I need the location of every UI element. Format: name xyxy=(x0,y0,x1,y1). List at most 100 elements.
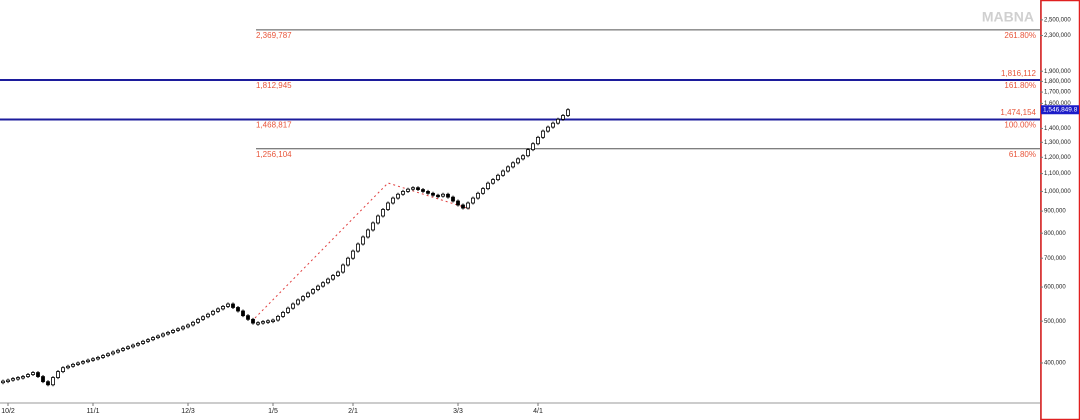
y-tick-label: 1,400,000 xyxy=(1044,126,1071,132)
candle-body xyxy=(476,192,480,199)
candle-body xyxy=(351,250,355,259)
y-tick-label: 800,000 xyxy=(1044,231,1066,237)
fib-trend-line xyxy=(254,182,471,319)
candle-body xyxy=(516,158,520,164)
candle-body xyxy=(91,358,95,361)
candle-body xyxy=(96,357,100,360)
candle-body xyxy=(561,115,565,120)
candle-body xyxy=(406,188,410,192)
fib-ratio-label: 261.80% xyxy=(1004,31,1036,40)
candle-body xyxy=(6,379,10,383)
candle-body xyxy=(366,229,370,238)
candle-body xyxy=(326,278,330,284)
fib-level-label: 1,812,945 xyxy=(256,81,292,90)
fib-level-label: 2,369,787 xyxy=(256,31,292,40)
candle-body xyxy=(461,204,465,209)
candle-body xyxy=(131,344,135,348)
candle-body xyxy=(296,299,300,305)
candle-body xyxy=(381,209,385,217)
candle-body xyxy=(206,313,210,318)
candle-body xyxy=(51,377,55,386)
candle-body xyxy=(236,307,240,312)
candle-body xyxy=(341,264,345,273)
x-tick-label: 10/2 xyxy=(1,408,15,415)
candle-body xyxy=(16,377,20,380)
candle-body xyxy=(301,296,305,301)
candle-body xyxy=(101,355,105,358)
candle-body xyxy=(136,343,140,346)
y-tick-label: 1,600,000 xyxy=(1044,101,1071,107)
candle-body xyxy=(531,143,535,151)
candle-body xyxy=(451,196,455,202)
y-tick-label: 1,300,000 xyxy=(1044,140,1071,146)
candle-body xyxy=(546,126,550,132)
candle-body xyxy=(416,187,420,190)
y-tick-label: 1,100,000 xyxy=(1044,171,1071,177)
candle-body xyxy=(536,136,540,145)
candle-body xyxy=(1,380,5,384)
candle-body xyxy=(466,202,470,209)
candle-body xyxy=(201,316,205,320)
candle-body xyxy=(81,361,85,364)
candle-body xyxy=(261,321,265,324)
y-tick-label: 2,500,000 xyxy=(1044,17,1071,23)
candle-body xyxy=(356,243,360,252)
last-price-box xyxy=(1041,105,1079,115)
candle-body xyxy=(426,191,430,194)
candle-body xyxy=(281,312,285,317)
watermark: MABNA xyxy=(982,9,1034,25)
candle-body xyxy=(231,303,235,308)
candle-body xyxy=(486,182,490,190)
candle-body xyxy=(36,372,40,377)
y-tick-label: 1,900,000 xyxy=(1044,69,1071,75)
candle-body xyxy=(411,187,415,190)
y-tick-label: 1,800,000 xyxy=(1044,79,1071,85)
candle-body xyxy=(456,200,460,206)
last-price-label: 1,546,849.8 xyxy=(1043,106,1078,113)
candle-body xyxy=(146,339,150,342)
candle-body xyxy=(511,162,515,168)
candle-body xyxy=(251,318,255,324)
x-tick-label: 1/5 xyxy=(268,408,278,415)
candle-body xyxy=(286,307,290,313)
candle-body xyxy=(506,166,510,172)
y-tick-label: 500,000 xyxy=(1044,319,1066,325)
y-tick-label: 400,000 xyxy=(1044,361,1066,367)
y-tick-label: 2,300,000 xyxy=(1044,33,1071,39)
fib-alt-label: 1,816,112 xyxy=(1001,69,1037,78)
x-tick-label: 2/1 xyxy=(348,408,358,415)
candle-body xyxy=(126,346,130,349)
candle-body xyxy=(226,303,230,307)
candle-body xyxy=(331,275,335,280)
candle-body xyxy=(521,155,525,160)
candle-body xyxy=(106,353,110,357)
candle-body xyxy=(166,331,170,335)
candle-body xyxy=(86,359,90,363)
candle-body xyxy=(436,194,440,198)
candle-body xyxy=(441,193,445,197)
candle-body xyxy=(526,149,530,157)
candle-body xyxy=(396,193,400,199)
candle-body xyxy=(271,319,275,322)
y-tick-label: 1,200,000 xyxy=(1044,155,1071,161)
y-tick-label: 600,000 xyxy=(1044,285,1066,291)
y-tick-label: 900,000 xyxy=(1044,209,1066,215)
candle-body xyxy=(276,315,280,321)
candle-body xyxy=(56,371,60,378)
fib-ratio-label: 161.80% xyxy=(1004,81,1036,90)
x-tick-label: 4/1 xyxy=(533,408,543,415)
candle-body xyxy=(321,282,325,287)
candle-body xyxy=(21,376,25,379)
candle-body xyxy=(186,324,190,328)
candle-body xyxy=(171,330,175,333)
candle-body xyxy=(11,378,15,381)
candle-body xyxy=(181,326,185,330)
candle-body xyxy=(556,118,560,124)
fib-level-label: 1,468,817 xyxy=(256,121,292,130)
y-tick-label: 1,000,000 xyxy=(1044,189,1071,195)
candle-body xyxy=(116,349,120,353)
candle-body xyxy=(111,351,115,355)
candle-body xyxy=(496,174,500,181)
